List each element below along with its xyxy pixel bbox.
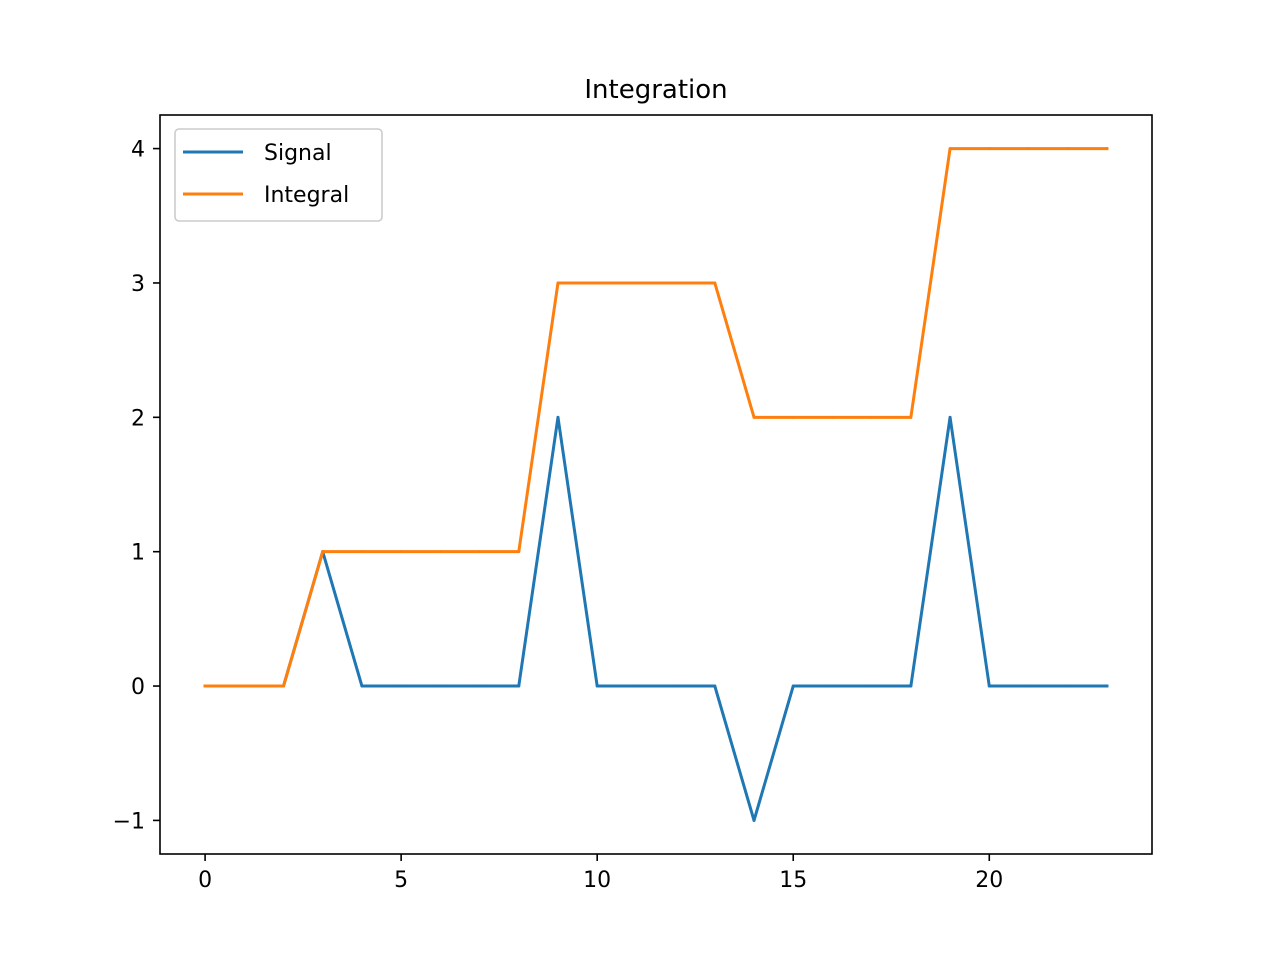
data-point-signal — [517, 684, 521, 688]
data-point-signal — [634, 684, 638, 688]
y-tick-label: 4 — [131, 138, 145, 163]
data-point-integral — [909, 415, 913, 419]
data-point-integral — [242, 684, 246, 688]
legend-label-integral: Integral — [264, 183, 349, 208]
data-point-signal — [360, 684, 364, 688]
data-point-signal — [399, 684, 403, 688]
data-point-integral — [517, 550, 521, 554]
data-point-signal — [674, 684, 678, 688]
data-point-signal — [752, 818, 756, 822]
legend-label-signal: Signal — [264, 141, 332, 166]
plot-frame — [159, 114, 1153, 855]
data-point-signal — [1066, 684, 1070, 688]
y-tick-label: 0 — [131, 675, 145, 700]
series-line-integral — [203, 147, 1109, 688]
data-point-signal — [870, 684, 874, 688]
series-line-signal — [203, 415, 1109, 822]
x-axis: 0 5 10 15 20 — [198, 854, 1003, 893]
data-point-integral — [321, 550, 325, 554]
data-point-signal — [1105, 684, 1109, 688]
data-point-signal — [595, 684, 599, 688]
data-point-integral — [713, 281, 717, 285]
series-layer — [203, 147, 1109, 822]
x-tick-label: 20 — [975, 868, 1003, 893]
data-point-integral — [791, 415, 795, 419]
data-point-signal — [713, 684, 717, 688]
data-point-signal — [948, 415, 952, 419]
x-tick-label: 10 — [583, 868, 611, 893]
data-point-integral — [595, 281, 599, 285]
y-tick-label: 1 — [131, 541, 145, 566]
data-point-integral — [987, 147, 991, 151]
data-point-integral — [674, 281, 678, 285]
data-point-integral — [752, 415, 756, 419]
data-point-integral — [870, 415, 874, 419]
x-tick-label: 0 — [198, 868, 212, 893]
x-tick-label: 5 — [394, 868, 408, 893]
legend: Signal Integral — [174, 128, 383, 222]
data-point-signal — [909, 684, 913, 688]
y-tick-label: 2 — [131, 406, 145, 431]
data-point-signal — [830, 684, 834, 688]
data-point-integral — [1066, 147, 1070, 151]
data-point-integral — [478, 550, 482, 554]
data-point-integral — [203, 684, 207, 688]
data-point-signal — [987, 684, 991, 688]
data-point-integral — [830, 415, 834, 419]
data-point-integral — [948, 147, 952, 151]
y-tick-label: −1 — [113, 809, 145, 834]
chart-title: Integration — [584, 75, 727, 105]
data-point-integral — [399, 550, 403, 554]
data-point-integral — [282, 684, 286, 688]
data-point-integral — [1026, 147, 1030, 151]
y-tick-label: 3 — [131, 272, 145, 297]
data-point-signal — [1026, 684, 1030, 688]
data-point-integral — [1105, 147, 1109, 151]
y-axis: −1 0 1 2 3 4 — [113, 138, 160, 834]
data-point-signal — [438, 684, 442, 688]
data-point-integral — [438, 550, 442, 554]
data-point-signal — [478, 684, 482, 688]
data-point-integral — [556, 281, 560, 285]
data-point-integral — [360, 550, 364, 554]
data-point-integral — [634, 281, 638, 285]
data-point-signal — [791, 684, 795, 688]
data-point-signal — [556, 415, 560, 419]
x-tick-label: 15 — [779, 868, 807, 893]
